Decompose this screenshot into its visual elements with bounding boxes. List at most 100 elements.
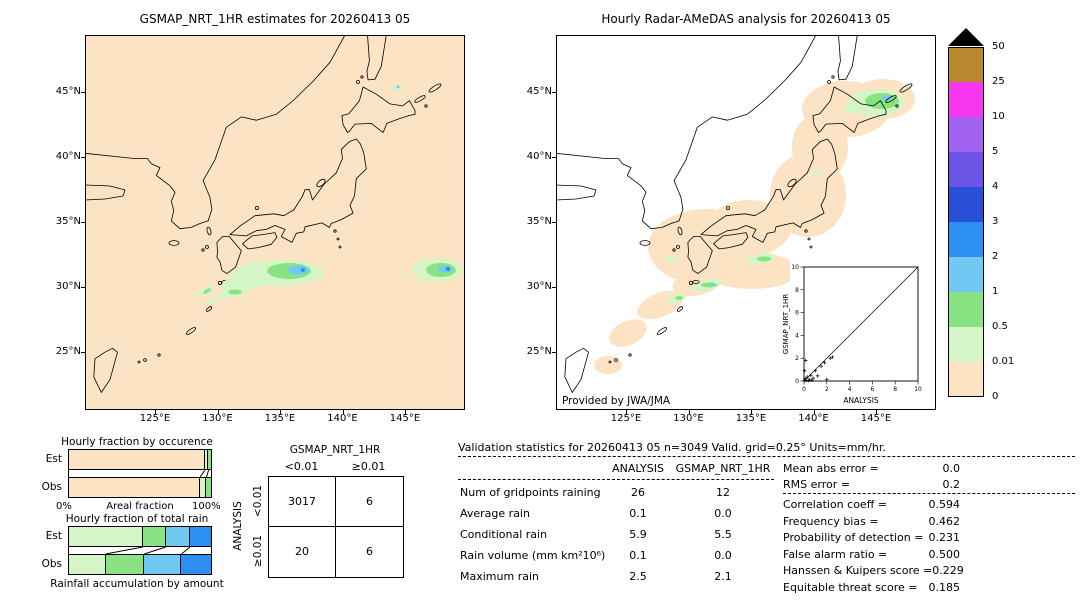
right-map-title: Hourly Radar-AMeDAS analysis for 2026041…: [601, 12, 891, 26]
axis-tick: [405, 410, 406, 414]
metric-row: False alarm ratio = 0.500: [783, 548, 960, 561]
lon-label: 125°E: [610, 413, 642, 424]
total-rain-est-bar: [68, 526, 212, 547]
scatter-point: [822, 360, 827, 365]
total-rain-est-label: Est: [45, 530, 62, 542]
inset-y-tick-label: 8: [795, 287, 799, 294]
scatter-point: [830, 355, 835, 359]
bar-segment: [69, 527, 143, 546]
colorbar: 50 25 10 5 4 3 2 1 0.5 0.01 0: [946, 28, 1056, 432]
metric-row: Probability of detection = 0.231: [783, 531, 960, 544]
scatter-point: [825, 377, 829, 382]
left-map-title: GSMAP_NRT_1HR estimates for 20260413 05: [139, 12, 411, 26]
metric-value: 0.229: [932, 564, 964, 577]
data-credit: Provided by JWA/JMA: [562, 395, 671, 407]
axis-tick: [688, 410, 690, 414]
inset-x-tick-label: 8: [893, 386, 897, 393]
radar-precipitation-patches: [666, 89, 904, 304]
axis-tick: [81, 157, 85, 158]
stat-row-label: Conditional rain: [460, 528, 548, 541]
metric-value: 0.2: [942, 478, 961, 491]
bar-segment: [208, 450, 211, 469]
stat-row-label: Maximum rain: [460, 570, 539, 583]
axis-tick: [552, 157, 556, 158]
stat-analysis-value: 0.1: [629, 507, 647, 520]
inset-y-tick-label: 4: [795, 332, 799, 339]
stats-header: Validation statistics for 20260413 05 n=…: [458, 441, 886, 454]
occurrence-obs-label: Obs: [41, 481, 62, 493]
axis-tick: [81, 92, 85, 93]
colorbar-label: 4: [992, 181, 999, 192]
metric-label: RMS error =: [783, 478, 850, 491]
connector-line: [206, 470, 210, 477]
colorbar-label: 25: [992, 76, 1005, 87]
contingency-cell: 6: [366, 545, 373, 558]
stat-row-label: Average rain: [460, 507, 530, 520]
metric-row: Frequency bias = 0.462: [783, 515, 960, 528]
total-rain-obs-bar: [68, 554, 212, 575]
scatter-point: [815, 374, 820, 378]
lon-label: 135°E: [735, 413, 767, 424]
lon-label: 145°E: [860, 413, 892, 424]
scatter-point: [809, 373, 813, 378]
axis-tick: [217, 410, 219, 414]
metric-label: Probability of detection =: [783, 531, 924, 544]
lat-label: 45°N: [526, 86, 552, 97]
total-rain-obs-label: Obs: [41, 558, 62, 570]
total-rain-chart-title: Hourly fraction of total rain: [65, 513, 209, 525]
contingency-col-label-ge: ≥0.01: [351, 460, 386, 473]
colorbar-label: 50: [992, 41, 1005, 52]
axis-tick: [81, 287, 85, 288]
metric-value: 0.0: [942, 462, 961, 475]
bar-segment: [189, 527, 211, 546]
connector-line: [199, 470, 206, 477]
colorbar-frame: [948, 47, 984, 397]
bar-segment: [199, 478, 206, 497]
inset-ylabel: GSMAP_NRT_1HR: [782, 294, 790, 355]
metric-row: RMS error = 0.2: [783, 478, 960, 491]
contingency-row-label-ge: ≥0.01: [252, 534, 264, 568]
contingency-cell: 20: [269, 527, 336, 577]
divider: [458, 479, 774, 480]
stat-gsmap-value: 0.0: [714, 507, 732, 520]
scatter-point: [803, 358, 808, 363]
lat-label: 35°N: [526, 216, 552, 227]
metric-value: 0.594: [928, 498, 961, 511]
metric-label: Frequency bias =: [783, 514, 879, 528]
total-rain-connectors: [68, 547, 212, 554]
lon-label: 140°E: [327, 413, 358, 424]
inset-y-tick-label: 6: [795, 310, 799, 317]
metric-value: 0.231: [928, 531, 961, 544]
stat-gsmap-value: 2.1: [714, 570, 732, 583]
colorbar-bin: [948, 292, 984, 327]
metric-label: Correlation coeff =: [783, 498, 887, 511]
metric-value: 0.185: [928, 580, 961, 594]
colorbar-bin: [948, 327, 984, 362]
axis-tick: [552, 222, 556, 223]
metric-row: Mean abs error = 0.0: [783, 462, 960, 475]
axis-tick: [876, 410, 877, 414]
lat-label: 40°N: [55, 151, 81, 162]
axis-tick: [155, 410, 156, 414]
lat-label: 25°N: [526, 346, 552, 357]
stat-analysis-value: 0.1: [629, 549, 647, 562]
scatter-point: [810, 378, 814, 383]
colorbar-label: 0.5: [992, 321, 1008, 332]
colorbar-bin: [948, 257, 984, 292]
areal-fraction-min: 0%: [56, 501, 72, 512]
axis-tick: [552, 287, 556, 288]
lat-label: 40°N: [526, 151, 552, 162]
axis-tick: [751, 410, 752, 414]
scatter-point: [819, 364, 823, 368]
radar-coverage-blobs: [594, 79, 915, 374]
contingency-row-label-lt: <0.01: [252, 484, 264, 518]
colorbar-label: 10: [992, 111, 1005, 122]
colorbar-label: 5: [992, 146, 999, 157]
inset-y-tick-label: 2: [795, 355, 799, 362]
bar-segment: [105, 555, 145, 574]
contingency-cell: 6: [336, 477, 403, 527]
connector-line: [144, 547, 166, 554]
colorbar-overflow-triangle: [948, 28, 984, 46]
bar-segment: [69, 478, 200, 497]
